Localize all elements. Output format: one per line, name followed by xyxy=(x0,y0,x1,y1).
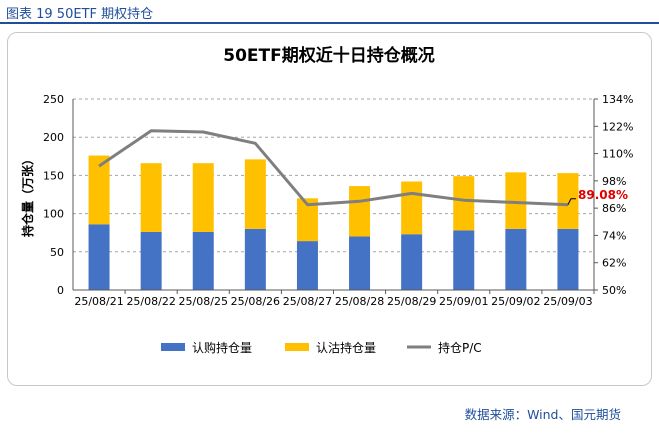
x-tick-label: 25/08/25 xyxy=(179,295,228,308)
bar-call xyxy=(349,236,371,290)
legend-label-pc: 持仓P/C xyxy=(438,340,482,355)
chart-title: 50ETF期权近十日持仓概况 xyxy=(223,45,434,66)
legend-swatch-call xyxy=(161,343,185,351)
bar-put xyxy=(192,163,214,232)
bar-call xyxy=(505,228,527,290)
legend-label-call: 认购持仓量 xyxy=(192,340,252,355)
bar-call xyxy=(401,234,423,290)
bar-call xyxy=(557,228,579,290)
legend-swatch-put xyxy=(285,343,309,351)
bar-call xyxy=(140,231,162,290)
y-tick-label: 100 xyxy=(43,208,64,221)
axis-layer: 0 50 100 150 200 250 50% 62% 74% 86% 98% 110% 122% 13… xyxy=(43,93,633,308)
bar-put xyxy=(401,181,423,235)
pc-last-value-label: 89.08% xyxy=(578,188,628,202)
bar-call xyxy=(192,231,214,290)
line-layer xyxy=(98,129,576,207)
bar-put xyxy=(296,198,318,242)
pc-line xyxy=(98,129,569,207)
data-source: 数据来源：Wind、国元期货 xyxy=(464,407,621,422)
bar-call xyxy=(296,241,318,290)
bar-put xyxy=(140,163,162,232)
bar-call xyxy=(244,228,266,290)
x-tick-label: 25/08/21 xyxy=(74,295,123,308)
chart-frame xyxy=(7,32,652,386)
legend: 认购持仓量 认沽持仓量 持仓P/C xyxy=(161,340,482,355)
bar-put xyxy=(349,186,371,237)
bar-call xyxy=(88,224,110,290)
y-axis-label: 持仓量（万张） xyxy=(20,153,35,237)
x-tick-label: 25/09/02 xyxy=(491,295,540,308)
x-tick-label: 25/09/03 xyxy=(543,295,592,308)
x-tick-label: 25/08/22 xyxy=(126,295,175,308)
y-tick-label: 50 xyxy=(50,246,64,259)
y2-tick-label: 134% xyxy=(602,93,633,106)
bar-put xyxy=(453,176,475,231)
bar-put xyxy=(505,172,527,229)
x-tick-label: 25/09/01 xyxy=(439,295,488,308)
y-tick-label: 0 xyxy=(57,284,64,297)
y2-tick-label: 98% xyxy=(602,175,626,188)
bar-call xyxy=(453,230,475,290)
annotation-leader xyxy=(567,198,576,205)
bar-put xyxy=(557,173,579,229)
y-tick-label: 150 xyxy=(43,169,64,182)
bar-layer xyxy=(88,155,579,290)
caption-rule xyxy=(0,22,659,24)
y2-tick-label: 74% xyxy=(602,229,626,242)
y-tick-label: 200 xyxy=(43,131,64,144)
y2-tick-label: 50% xyxy=(602,284,626,297)
y2-tick-label: 86% xyxy=(602,202,626,215)
legend-label-put: 认沽持仓量 xyxy=(316,340,376,355)
y2-tick-label: 122% xyxy=(602,120,633,133)
x-tick-label: 25/08/27 xyxy=(283,295,332,308)
bar-put xyxy=(88,155,110,225)
figure-caption: 图表 19 50ETF 期权持仓 xyxy=(6,7,154,22)
y2-tick-label: 110% xyxy=(602,148,633,161)
bar-put xyxy=(244,159,266,229)
y-tick-label: 250 xyxy=(43,93,64,106)
x-tick-label: 25/08/28 xyxy=(335,295,384,308)
x-tick-label: 25/08/26 xyxy=(231,295,280,308)
y2-tick-label: 62% xyxy=(602,257,626,270)
x-tick-label: 25/08/29 xyxy=(387,295,436,308)
